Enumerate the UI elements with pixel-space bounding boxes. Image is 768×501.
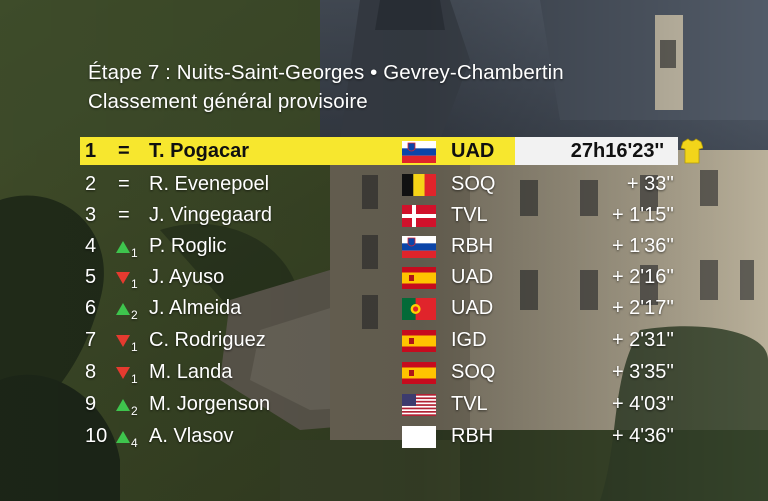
rank: 10 xyxy=(85,425,108,447)
rank: 8 xyxy=(85,361,97,383)
leader-row: 1 = T. Pogacar UAD 27h16'23'' xyxy=(80,137,704,166)
slovenia-flag-icon xyxy=(402,141,436,163)
position-change: 2 xyxy=(116,393,142,419)
rider-name: P. Roglic xyxy=(149,235,227,257)
equal-sign: = xyxy=(118,140,130,162)
team-code: UAD xyxy=(451,266,494,288)
standing-row: 8 1 M. Landa SOQ + 3'35'' xyxy=(80,358,702,386)
rider-name: J. Almeida xyxy=(149,297,242,319)
rank: 6 xyxy=(85,297,97,319)
yellow-jersey-icon xyxy=(680,138,704,164)
position-change: = xyxy=(116,140,142,166)
down-arrow-icon xyxy=(116,335,130,347)
equal-sign: = xyxy=(118,204,130,226)
standing-row: 7 1 C. Rodriguez IGD + 2'31'' xyxy=(80,326,702,354)
rider-name: J. Vingegaard xyxy=(149,204,273,226)
rider-name: M. Landa xyxy=(149,361,233,383)
places-moved: 2 xyxy=(131,404,138,418)
standing-row: 5 1 J. Ayuso UAD + 2'16'' xyxy=(80,263,702,291)
slovenia-flag-icon xyxy=(402,236,436,258)
position-change: 1 xyxy=(116,329,142,355)
rider-name: T. Pogacar xyxy=(149,140,250,162)
up-arrow-icon xyxy=(116,303,130,315)
time-gap: + 4'36'' xyxy=(611,425,674,447)
rider-name: A. Vlasov xyxy=(149,425,234,447)
equal-sign: = xyxy=(118,173,130,195)
standing-row: 9 2 M. Jorgenson TVL + 4'03'' xyxy=(80,390,702,418)
time-gap: + 4'03'' xyxy=(611,393,674,415)
standing-row: 3 = J. Vingegaard TVL + 1'15'' xyxy=(80,201,702,229)
up-arrow-icon xyxy=(116,431,130,443)
time-gap: + 3'35'' xyxy=(611,361,674,383)
places-moved: 1 xyxy=(131,246,138,260)
time-gap: + 1'15'' xyxy=(611,204,674,226)
rank: 7 xyxy=(85,329,97,351)
rank: 3 xyxy=(85,204,97,226)
standing-row: 6 2 J. Almeida UAD + 2'17'' xyxy=(80,294,702,322)
time-gap: + 2'17'' xyxy=(611,297,674,319)
spain-flag-icon xyxy=(402,267,436,289)
places-moved: 1 xyxy=(131,372,138,386)
places-moved: 1 xyxy=(131,277,138,291)
team-code: RBH xyxy=(451,235,494,257)
rank: 4 xyxy=(85,235,97,257)
usa-flag-icon xyxy=(402,394,436,416)
position-change: 2 xyxy=(116,297,142,323)
standing-row: 10 4 A. Vlasov RBH + 4'36'' xyxy=(80,422,702,450)
spain-flag-icon xyxy=(402,330,436,352)
total-time: 27h16'23'' xyxy=(570,140,664,162)
rank: 2 xyxy=(85,173,97,195)
classification-subtitle: Classement général provisoire xyxy=(88,90,368,113)
position-change: 4 xyxy=(116,425,142,451)
team-code: RBH xyxy=(451,425,494,447)
rider-name: C. Rodriguez xyxy=(149,329,266,351)
rider-name: R. Evenepoel xyxy=(149,173,270,195)
belgium-flag-icon xyxy=(402,174,436,196)
rank: 9 xyxy=(85,393,97,415)
up-arrow-icon xyxy=(116,399,130,411)
places-moved: 4 xyxy=(131,436,138,450)
position-change: = xyxy=(116,204,142,230)
position-change: 1 xyxy=(116,361,142,387)
standing-row: 4 1 P. Roglic RBH + 1'36'' xyxy=(80,232,702,260)
down-arrow-icon xyxy=(116,367,130,379)
team-code: TVL xyxy=(451,204,488,226)
rider-name: J. Ayuso xyxy=(149,266,225,288)
rank: 5 xyxy=(85,266,97,288)
standing-row: 2 = R. Evenepoel SOQ + 33'' xyxy=(80,170,702,198)
down-arrow-icon xyxy=(116,272,130,284)
rider-name: M. Jorgenson xyxy=(149,393,271,415)
position-change: 1 xyxy=(116,235,142,261)
team-code: UAD xyxy=(451,297,494,319)
spain-flag-icon xyxy=(402,362,436,384)
leader-time-box: 27h16'23'' xyxy=(515,137,678,165)
blank-flag-icon xyxy=(402,426,436,448)
position-change: = xyxy=(116,173,142,199)
up-arrow-icon xyxy=(116,241,130,253)
stage-title: Étape 7 : Nuits-Saint-Georges • Gevrey-C… xyxy=(88,61,564,84)
team-code: IGD xyxy=(451,329,487,351)
rank: 1 xyxy=(85,140,97,162)
time-gap: + 1'36'' xyxy=(611,235,674,257)
time-gap: + 2'16'' xyxy=(611,266,674,288)
denmark-flag-icon xyxy=(402,205,436,227)
time-gap: + 33'' xyxy=(626,173,674,195)
team-code: SOQ xyxy=(451,361,496,383)
places-moved: 1 xyxy=(131,340,138,354)
team-code: SOQ xyxy=(451,173,496,195)
time-gap: + 2'31'' xyxy=(611,329,674,351)
position-change: 1 xyxy=(116,266,142,292)
team-code: UAD xyxy=(451,140,495,162)
places-moved: 2 xyxy=(131,308,138,322)
team-code: TVL xyxy=(451,393,488,415)
portugal-flag-icon xyxy=(402,298,436,320)
